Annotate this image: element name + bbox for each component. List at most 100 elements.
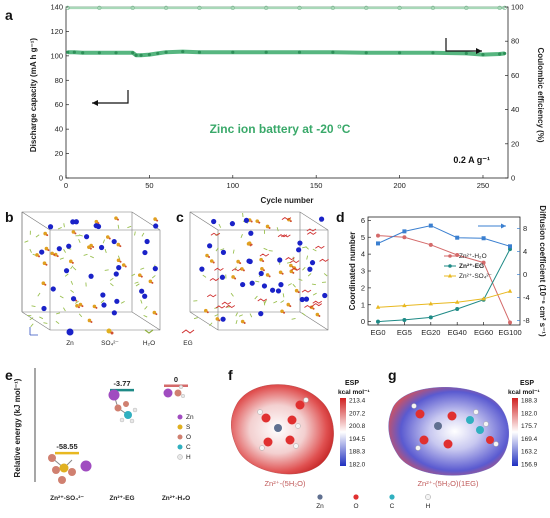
- panel-a-x-tick-label: 150: [310, 181, 323, 190]
- sulfate-ion: [87, 318, 92, 323]
- panel-a-x-tick-label: 100: [227, 181, 240, 190]
- svg-text:O: O: [186, 434, 191, 441]
- panel-a-ce-point: [65, 5, 70, 10]
- panel-d-series-line: [377, 225, 511, 247]
- panel-d-series-point: [376, 241, 380, 246]
- sulfate-oxygen: [74, 232, 77, 235]
- panel-d-series-point: [376, 319, 380, 324]
- sulfate-oxygen: [46, 234, 49, 237]
- water-molecule: [64, 273, 69, 277]
- sulfate-ion: [315, 312, 320, 317]
- sulfate-ion: [78, 302, 83, 307]
- sulfate-oxygen: [47, 249, 50, 252]
- panel-a-y2-tick-label: 40: [511, 105, 519, 114]
- water-molecule: [238, 314, 243, 317]
- sulfate-ion: [43, 231, 47, 236]
- sulfate-oxygen: [289, 305, 292, 308]
- panel-d-y-axis-title: Coordinated number: [348, 232, 357, 311]
- water-molecule: [100, 299, 105, 304]
- water-molecule: [134, 281, 139, 284]
- eg-molecule: [306, 228, 317, 232]
- panel-a-plot-frame: [65, 6, 509, 179]
- sulfate-oxygen: [92, 246, 95, 249]
- panel-e-label: e: [5, 367, 13, 383]
- panel-a-y-tick-label: 60: [55, 100, 63, 109]
- panel-d-arrowhead: [501, 223, 506, 229]
- water-molecule: [30, 323, 34, 328]
- sulfate-ion: [148, 279, 153, 284]
- water-molecule: [43, 322, 48, 324]
- sulfate-ion: [121, 263, 126, 267]
- sulfate-oxygen: [262, 260, 265, 263]
- panel-a-capacity-point: [503, 51, 507, 56]
- sulfate-ion: [236, 259, 240, 264]
- panel-d-legend-so4: Zn²⁺-SO₄²⁻: [459, 273, 493, 280]
- eg-molecule: [215, 305, 226, 309]
- panel-e-atom-legend: Zn S O C H: [177, 414, 194, 461]
- sulfate-ion: [289, 269, 294, 274]
- panel-a-series: [65, 5, 507, 58]
- sulfate-ion: [137, 273, 142, 277]
- sulfate-ion: [255, 219, 260, 223]
- water-molecule: [70, 289, 74, 293]
- water-molecule: [218, 223, 222, 228]
- zn-ion: [116, 265, 122, 271]
- water-molecule: [312, 248, 317, 252]
- water-molecule: [63, 307, 66, 312]
- eg-molecule: [231, 268, 242, 272]
- water-molecule: [109, 277, 114, 281]
- water-molecule: [323, 273, 328, 277]
- panel-a-ce-point: [464, 5, 469, 10]
- water-molecule: [127, 225, 132, 229]
- panel-d-y2-tick-label: 0: [523, 270, 527, 279]
- zn-ion: [269, 287, 276, 293]
- water-molecule: [72, 266, 77, 271]
- panel-a-capacity-point: [66, 50, 70, 54]
- panel-a-capacity-line: [67, 49, 505, 58]
- water-molecule: [110, 283, 114, 287]
- eg-molecule: [210, 232, 221, 236]
- panel-a-right-arrowhead: [476, 48, 482, 54]
- panel-f-colorbar-tick-label: 182.0: [349, 462, 366, 469]
- water-molecule: [39, 316, 44, 320]
- svg-text:H: H: [186, 454, 191, 461]
- panel-d-x-tick-label: EG5: [397, 328, 412, 337]
- panel-d-series-point: [428, 223, 433, 228]
- zn-ion: [142, 249, 148, 256]
- eg-molecule: [285, 257, 295, 261]
- panel-g: g ESP kcal mol⁻¹ 188.3 182.0 175.7 169.4 163…: [388, 367, 540, 488]
- panel-d-y2-tick-label: -4: [523, 293, 530, 302]
- water-molecule: [287, 283, 292, 286]
- panel-g-label: g: [388, 367, 397, 383]
- panel-d-y2-tick-label: -8: [523, 316, 530, 325]
- panel-d-legend: Zn²⁺-H₂O Zn²⁺-EG Zn²⁺-SO₄²⁻: [444, 253, 493, 280]
- water-molecule: [235, 312, 238, 317]
- panel-d-series-point: [376, 233, 380, 238]
- zn-ion: [63, 268, 70, 274]
- water-molecule: [104, 248, 107, 254]
- panel-a-y-tick-label: 80: [55, 76, 63, 85]
- panel-d-series-point: [481, 236, 486, 241]
- panel-a-x-tick-label: 0: [64, 181, 68, 190]
- zn-ion: [229, 221, 236, 227]
- zn-ion: [142, 293, 148, 299]
- panel-a-ce-point: [97, 5, 102, 10]
- panel-a-annotation: Zinc ion battery at -20 °C: [210, 122, 351, 136]
- panel-e-category-labels: Zn²⁺-SO₄²⁻ Zn²⁺-EG Zn²⁺-H₂O: [50, 495, 190, 502]
- sulfate-ion: [205, 253, 209, 258]
- panel-c-simulation-box: [189, 211, 329, 331]
- water-molecule: [89, 255, 94, 259]
- panel-f-atom-legend: Zn O C H: [316, 494, 431, 510]
- panel-b-label: b: [5, 209, 14, 225]
- sulfate-ion: [280, 309, 284, 314]
- sulfate-ion: [94, 219, 99, 224]
- sulfate-oxygen: [38, 255, 41, 258]
- zn-ion: [111, 238, 117, 245]
- zn-ion: [144, 238, 150, 245]
- sulfate-ion: [215, 317, 220, 321]
- water-molecule: [144, 305, 148, 310]
- panel-a-ce-point: [430, 5, 436, 10]
- sulfate-oxygen: [312, 307, 315, 310]
- panel-a-y-tick-label: 120: [50, 27, 63, 36]
- sulfate-oxygen: [81, 305, 84, 308]
